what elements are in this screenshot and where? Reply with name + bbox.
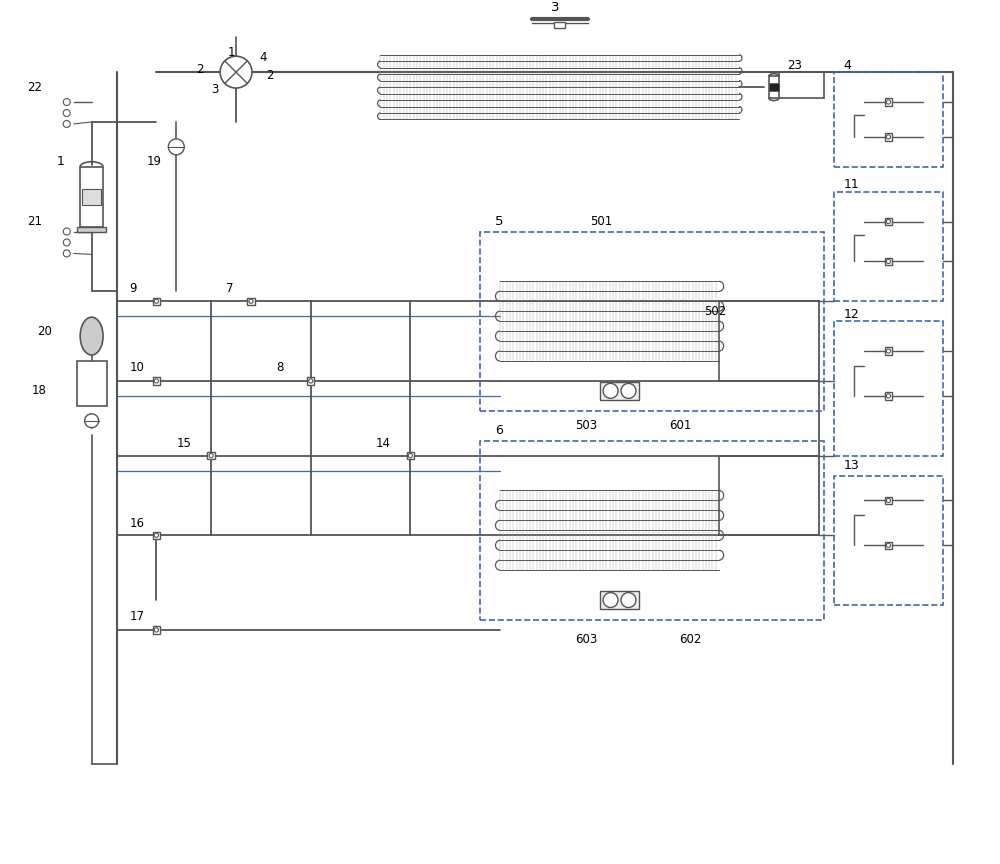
- Text: 20: 20: [37, 325, 52, 338]
- Text: 602: 602: [679, 633, 702, 646]
- Circle shape: [886, 349, 891, 353]
- Circle shape: [886, 259, 891, 264]
- Text: 13: 13: [844, 459, 859, 472]
- Bar: [247, 297, 255, 305]
- Text: 4: 4: [259, 51, 266, 64]
- Bar: [77, 361, 107, 406]
- Text: 1: 1: [57, 156, 65, 168]
- Text: 5: 5: [495, 215, 504, 228]
- Circle shape: [220, 56, 252, 88]
- Text: 19: 19: [146, 156, 161, 168]
- Text: 21: 21: [27, 215, 42, 228]
- Circle shape: [886, 499, 891, 503]
- Circle shape: [309, 378, 313, 383]
- Ellipse shape: [80, 317, 103, 355]
- Text: 14: 14: [375, 437, 390, 450]
- Circle shape: [408, 454, 412, 458]
- Text: 6: 6: [495, 424, 503, 437]
- Bar: [80, 167, 103, 226]
- Circle shape: [168, 139, 184, 155]
- Circle shape: [886, 219, 891, 224]
- Text: 18: 18: [32, 384, 47, 397]
- Text: 501: 501: [590, 215, 612, 228]
- Bar: [885, 497, 892, 505]
- Text: 9: 9: [129, 282, 137, 295]
- Text: 12: 12: [844, 308, 859, 321]
- Text: 17: 17: [129, 611, 144, 624]
- Text: 4: 4: [844, 59, 852, 72]
- Bar: [407, 452, 414, 460]
- Circle shape: [603, 593, 618, 607]
- Bar: [834, 192, 943, 302]
- Bar: [885, 392, 892, 399]
- Text: 10: 10: [129, 361, 144, 374]
- Text: 502: 502: [704, 305, 726, 318]
- Text: 11: 11: [844, 178, 859, 191]
- Text: 2: 2: [266, 68, 273, 81]
- Bar: [885, 133, 892, 141]
- Bar: [834, 321, 943, 455]
- Bar: [885, 257, 892, 265]
- Bar: [600, 591, 639, 609]
- Text: 3: 3: [211, 83, 219, 96]
- Circle shape: [886, 100, 891, 105]
- Text: 3: 3: [551, 1, 559, 14]
- Text: 1: 1: [227, 46, 235, 59]
- Circle shape: [154, 628, 158, 632]
- Bar: [885, 98, 892, 105]
- Bar: [554, 22, 565, 29]
- Bar: [82, 188, 101, 205]
- Bar: [769, 83, 779, 91]
- Bar: [834, 73, 943, 167]
- Circle shape: [154, 378, 158, 383]
- Bar: [307, 378, 314, 384]
- Bar: [885, 542, 892, 549]
- Circle shape: [209, 454, 213, 458]
- Bar: [153, 378, 160, 384]
- Bar: [834, 475, 943, 605]
- Bar: [769, 76, 779, 98]
- Circle shape: [154, 299, 158, 303]
- Text: 16: 16: [129, 517, 144, 530]
- Text: 8: 8: [276, 361, 283, 374]
- Bar: [153, 626, 160, 633]
- Text: 15: 15: [176, 437, 191, 450]
- Circle shape: [621, 593, 636, 607]
- Bar: [885, 347, 892, 355]
- Circle shape: [886, 394, 891, 398]
- Bar: [600, 382, 639, 400]
- Text: 503: 503: [575, 419, 597, 432]
- Bar: [480, 441, 824, 620]
- Text: 23: 23: [787, 59, 802, 72]
- Bar: [207, 452, 215, 460]
- Text: 22: 22: [27, 80, 42, 93]
- Text: 601: 601: [669, 419, 692, 432]
- Bar: [885, 218, 892, 226]
- Circle shape: [85, 414, 99, 428]
- Bar: [153, 531, 160, 539]
- Text: 7: 7: [226, 282, 234, 295]
- Bar: [153, 297, 160, 305]
- Circle shape: [249, 299, 253, 303]
- Bar: [77, 226, 106, 232]
- Bar: [480, 232, 824, 410]
- Circle shape: [621, 384, 636, 398]
- Circle shape: [603, 384, 618, 398]
- Text: 603: 603: [575, 633, 597, 646]
- Circle shape: [886, 135, 891, 139]
- Circle shape: [886, 543, 891, 548]
- Text: 2: 2: [196, 63, 204, 76]
- Circle shape: [154, 533, 158, 537]
